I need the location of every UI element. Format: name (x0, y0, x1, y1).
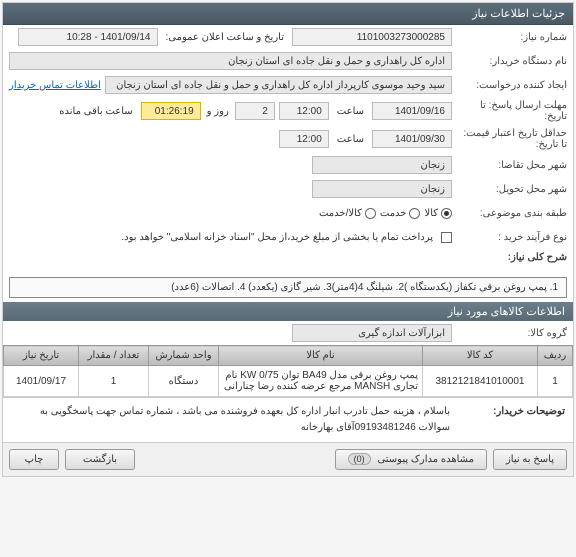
row-group: گروه کالا: ابزارآلات اندازه گیری (3, 321, 573, 345)
label-buy-process: نوع فرآیند خرید : (452, 232, 567, 243)
value-need-number: 1101003273000285 (292, 28, 452, 46)
col-name: نام کالا (219, 346, 423, 366)
label-budget: طبقه بندی موضوعی: (452, 208, 567, 219)
label-buyer-notes: توضیحات خریدار: (450, 404, 565, 436)
radio-goods[interactable]: کالا (424, 208, 452, 219)
buyer-notes-text: باسلام ، هزینه حمل تادرب انبار اداره کل … (11, 404, 450, 436)
row-buy-process: نوع فرآیند خرید : پرداخت تمام یا بخشی از… (3, 225, 573, 249)
items-section-title: اطلاعات کالاهای مورد نیاز (3, 302, 573, 321)
min-valid-time: 12:00 (279, 130, 329, 148)
radio-dot-icon (365, 208, 376, 219)
cell-code: 3812121841010001 (423, 366, 538, 397)
print-button[interactable]: چاپ (9, 449, 59, 470)
reply-button[interactable]: پاسخ به نیاز (493, 449, 567, 470)
min-valid-date: 1401/09/30 (372, 130, 452, 148)
cell-qty: 1 (79, 366, 149, 397)
cell-unit: دستگاه (149, 366, 219, 397)
label-delivery-city: شهر محل تحویل: (452, 184, 567, 195)
row-buyer-org: نام دستگاه خریدار: اداره کل راهداری و حم… (3, 49, 573, 73)
label-group: گروه کالا: (452, 328, 567, 339)
panel-title: جزئیات اطلاعات نیاز (3, 3, 573, 25)
col-qty: تعداد / مقدار (79, 346, 149, 366)
label-request-creator: ایجاد کننده درخواست: (452, 80, 567, 91)
treasury-text: پرداخت تمام یا بخشی از مبلغ خرید،از محل … (121, 232, 433, 243)
radio-dot-icon (441, 208, 452, 219)
col-date: تاریخ نیاز (4, 346, 79, 366)
value-group: ابزارآلات اندازه گیری (292, 324, 452, 342)
row-min-valid: حداقل تاریخ اعتبار قیمت: تا تاریخ: 1401/… (3, 125, 573, 153)
col-idx: ردیف (538, 346, 573, 366)
items-table: ردیف کد کالا نام کالا واحد شمارش تعداد /… (3, 345, 573, 397)
row-need-number: شماره نیاز: 1101003273000285 تاریخ و ساع… (3, 25, 573, 49)
label-min-valid: حداقل تاریخ اعتبار قیمت: تا تاریخ: (452, 128, 567, 150)
label-demand-city: شهر محل تقاضا: (452, 160, 567, 171)
label-public-announce: تاریخ و ساعت اعلان عمومی: (166, 32, 285, 43)
deadline-date: 1401/09/16 (372, 102, 452, 120)
value-buyer-org: اداره کل راهداری و حمل و نقل جاده ای است… (9, 52, 452, 70)
deadline-time-label: ساعت (337, 106, 364, 117)
back-button[interactable]: بازگشت (65, 449, 135, 470)
attachments-button[interactable]: مشاهده مدارک پیوستی (0) (335, 449, 487, 470)
radio-dot-icon (409, 208, 420, 219)
need-details-panel: جزئیات اطلاعات نیاز شماره نیاز: 11010032… (2, 2, 574, 477)
label-send-deadline: مهلت ارسال پاسخ: تا تاریخ: (452, 100, 567, 122)
treasury-checkbox[interactable] (441, 232, 452, 243)
button-bar: پاسخ به نیاز مشاهده مدارک پیوستی (0) باز… (3, 442, 573, 476)
label-need-title: شرح کلی نیاز: (452, 252, 567, 263)
deadline-days: 2 (235, 102, 275, 120)
col-code: کد کالا (423, 346, 538, 366)
row-delivery-city: شهر محل تحویل: زنجان (3, 177, 573, 201)
col-unit: واحد شمارش (149, 346, 219, 366)
table-header-row: ردیف کد کالا نام کالا واحد شمارش تعداد /… (4, 346, 573, 366)
row-budget: طبقه بندی موضوعی: کالا خدمت کالا/خدمت (3, 201, 573, 225)
deadline-remain: 01:26:19 (141, 102, 201, 120)
row-need-title: شرح کلی نیاز: (3, 249, 573, 273)
attach-count-badge: (0) (348, 453, 371, 465)
need-title-box: 1. پمپ روغن برقی تکفاز (یکدستگاه )2. شیل… (9, 277, 567, 298)
min-valid-time-label: ساعت (337, 134, 364, 145)
cell-name: پمپ روغن برقی مدل BA49 توان KW 0/75 نام … (219, 366, 423, 397)
value-demand-city: زنجان (312, 156, 452, 174)
row-request-creator: ایجاد کننده درخواست: سید وحید موسوی کارپ… (3, 73, 573, 97)
row-send-deadline: مهلت ارسال پاسخ: تا تاریخ: 1401/09/16 سا… (3, 97, 573, 125)
value-public-announce: 1401/09/14 - 10:28 (18, 28, 158, 46)
cell-idx: 1 (538, 366, 573, 397)
radio-service[interactable]: خدمت (380, 208, 421, 219)
label-need-number: شماره نیاز: (452, 32, 567, 43)
table-row[interactable]: 1 3812121841010001 پمپ روغن برقی مدل BA4… (4, 366, 573, 397)
deadline-day-word: روز و (207, 106, 229, 117)
deadline-time: 12:00 (279, 102, 329, 120)
cell-date: 1401/09/17 (4, 366, 79, 397)
buyer-notes-row: توضیحات خریدار: باسلام ، هزینه حمل تادرب… (3, 397, 573, 442)
buyer-contact-link[interactable]: اطلاعات تماس خریدار (9, 80, 101, 91)
budget-radio-group: کالا خدمت کالا/خدمت (9, 208, 452, 219)
value-request-creator: سید وحید موسوی کارپرداز اداره کل راهداری… (105, 76, 452, 94)
label-buyer-org: نام دستگاه خریدار: (452, 56, 567, 67)
value-delivery-city: زنجان (312, 180, 452, 198)
radio-both[interactable]: کالا/خدمت (319, 208, 376, 219)
deadline-remain-label: ساعت باقی مانده (59, 106, 132, 117)
row-demand-city: شهر محل تقاضا: زنجان (3, 153, 573, 177)
